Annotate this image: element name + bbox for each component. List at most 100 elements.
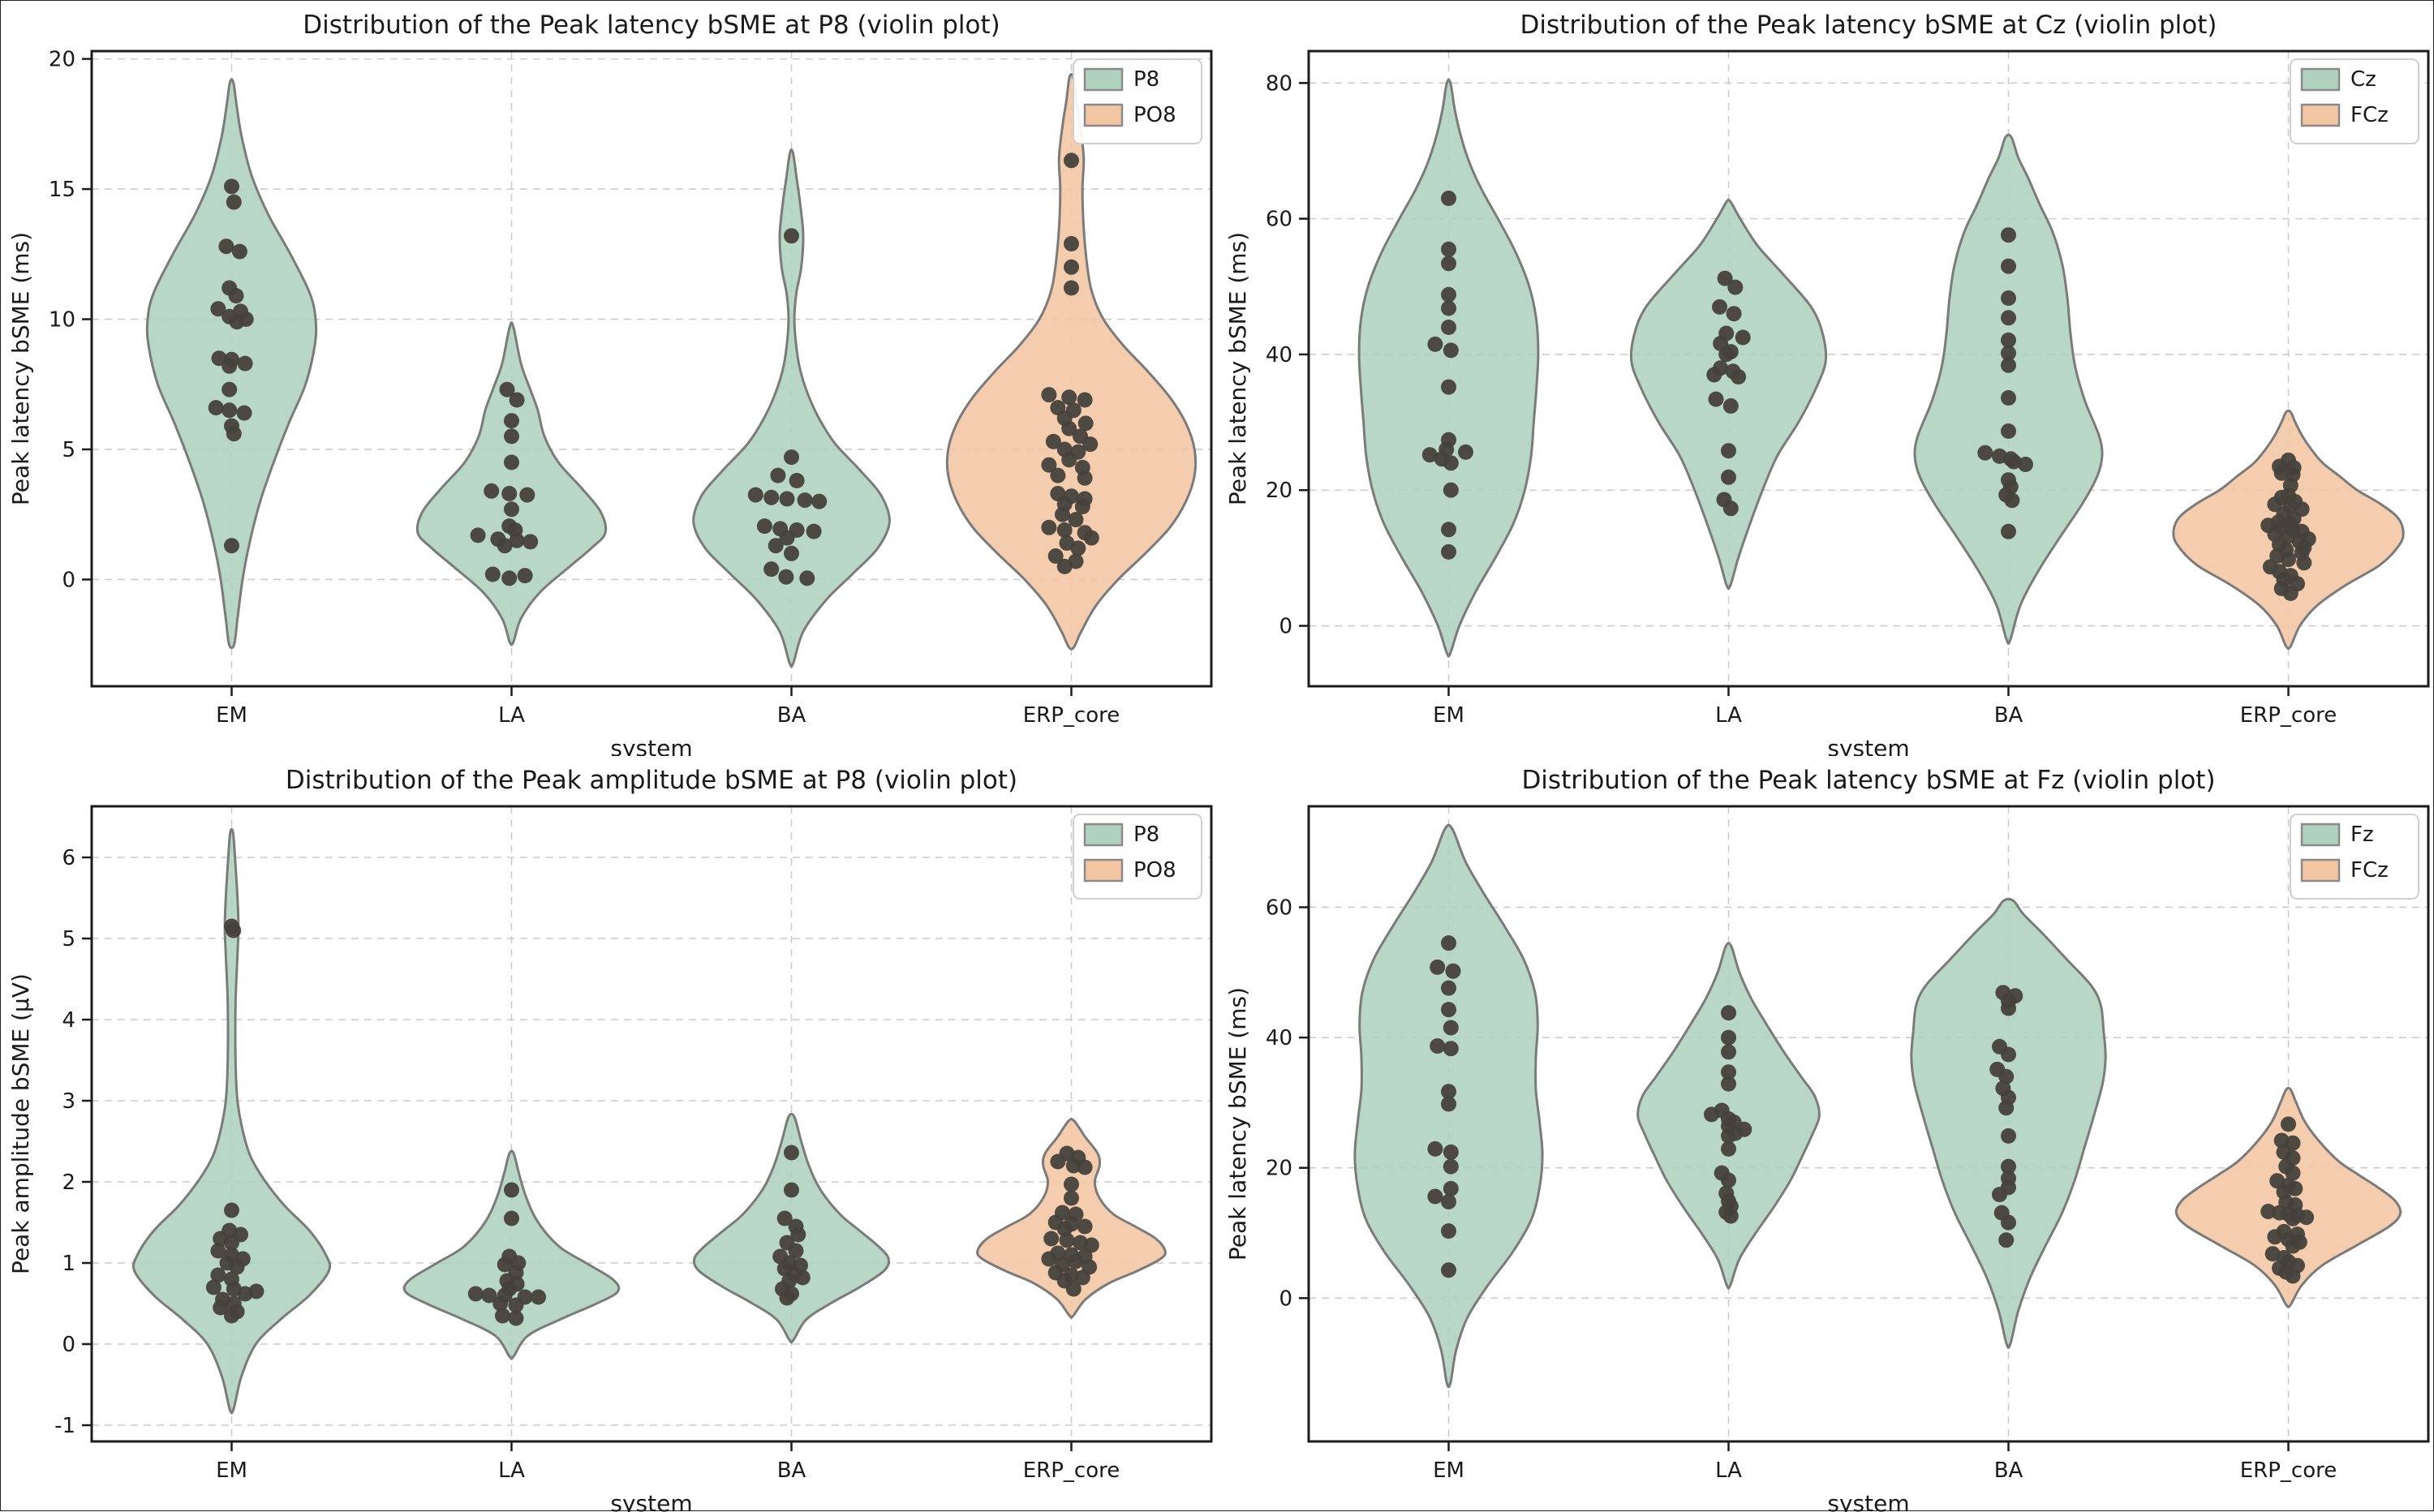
y-tick-label: 0	[62, 568, 75, 592]
data-point	[2299, 1209, 2315, 1226]
violin-shape-EM	[131, 827, 332, 1415]
data-point	[2001, 345, 2016, 361]
data-point	[784, 1182, 799, 1198]
data-point	[1441, 241, 1456, 257]
x-tick-label: EM	[216, 703, 247, 728]
violin-chart-svg: 0 20 40 60 EM LA BA ERP_core Distribution of the…	[1224, 766, 2430, 1512]
legend-swatch-P8	[1083, 823, 1124, 847]
y-axis-label: Peak latency bSME (ms)	[1224, 987, 1251, 1261]
violin-shape-ERP_core	[945, 73, 1198, 651]
data-point	[1443, 342, 1459, 359]
data-point	[224, 538, 239, 554]
data-point	[768, 538, 784, 554]
data-point	[504, 501, 519, 518]
data-point	[1735, 329, 1751, 346]
data-point	[224, 178, 239, 195]
data-point	[788, 1243, 804, 1259]
data-point	[1998, 1100, 2015, 1116]
y-tick-label: 40	[1266, 343, 1292, 367]
data-point	[1704, 1106, 1719, 1123]
data-point	[1443, 1020, 1459, 1036]
data-point	[1445, 963, 1461, 979]
data-point	[2004, 492, 2020, 509]
violin-shape-BA	[1913, 133, 2104, 646]
legend-swatch-PO8	[1083, 858, 1124, 883]
data-point	[484, 566, 501, 582]
data-point	[1706, 367, 1722, 383]
data-point	[1047, 548, 1064, 564]
data-point	[1441, 1096, 1456, 1112]
data-point	[1443, 1041, 1459, 1057]
data-point	[1041, 387, 1057, 403]
data-point	[1441, 286, 1456, 303]
x-tick-label: ERP_core	[1023, 1458, 1120, 1483]
legend: Fz FCz	[2290, 814, 2419, 900]
data-point	[1441, 300, 1456, 316]
x-tick-label: BA	[777, 1458, 806, 1483]
data-point	[504, 1210, 519, 1226]
data-point	[1441, 320, 1456, 335]
legend-label: PO8	[1133, 858, 1176, 883]
data-point	[221, 358, 238, 374]
y-tick-label: 60	[1266, 208, 1292, 232]
data-point	[763, 489, 780, 505]
subplot-top-right: 0 20 40 60 80 EM LA BA ERP_core Distribution of t…	[1218, 1, 2434, 756]
violin-shape-EM	[1357, 78, 1540, 658]
data-point	[1077, 1159, 1093, 1175]
data-point	[756, 518, 772, 535]
data-point	[1721, 469, 1736, 485]
data-point	[2001, 1158, 2016, 1175]
data-point	[504, 1182, 519, 1198]
x-tick-label: EM	[216, 1458, 247, 1483]
data-point	[229, 1259, 245, 1275]
data-point	[1430, 1038, 1446, 1054]
plot-title: Distribution of the Peak latency bSME at…	[1521, 766, 2215, 795]
data-point	[1722, 398, 1739, 414]
x-tick-label: LA	[498, 703, 525, 728]
data-point	[2001, 1214, 2016, 1231]
data-point	[508, 1310, 524, 1326]
y-tick-label: 0	[62, 1333, 75, 1357]
data-point	[1077, 392, 1093, 408]
data-point	[1721, 1140, 1736, 1157]
data-point	[218, 238, 234, 255]
data-point	[1441, 1223, 1456, 1239]
data-point	[1443, 482, 1459, 498]
data-point	[231, 243, 247, 260]
y-tick-label: 15	[49, 178, 75, 202]
data-point	[1083, 1237, 1099, 1253]
data-point	[784, 1145, 799, 1161]
data-point	[1050, 1153, 1066, 1170]
x-axis-label: system	[610, 1490, 692, 1512]
plot-title: Distribution of the Peak amplitude bSME …	[286, 766, 1017, 795]
data-point	[806, 523, 822, 539]
data-point	[1050, 467, 1066, 483]
data-point	[1441, 379, 1456, 395]
x-tick-label: BA	[1994, 703, 2023, 728]
data-point	[236, 405, 252, 421]
data-point	[763, 561, 780, 578]
data-point	[2285, 1165, 2301, 1181]
data-point	[1068, 512, 1084, 528]
y-tick-label: 80	[1266, 71, 1292, 96]
data-point	[497, 1256, 513, 1273]
legend-swatch-Fz	[2300, 823, 2341, 847]
data-point	[508, 1297, 524, 1313]
data-point	[1441, 543, 1456, 560]
data-point	[2296, 555, 2312, 571]
data-point	[1427, 336, 1443, 352]
axis-frame	[1307, 49, 2430, 688]
y-tick-label: 20	[49, 48, 75, 72]
data-point	[1998, 1232, 2015, 1248]
data-point	[1064, 280, 1079, 296]
data-point	[208, 400, 224, 416]
data-point	[1722, 1208, 1739, 1224]
data-point	[779, 530, 795, 546]
data-point	[481, 1287, 497, 1304]
data-point	[205, 1279, 221, 1295]
x-tick-label: ERP_core	[1023, 703, 1120, 728]
data-point	[1721, 1005, 1736, 1021]
data-point	[499, 381, 515, 397]
